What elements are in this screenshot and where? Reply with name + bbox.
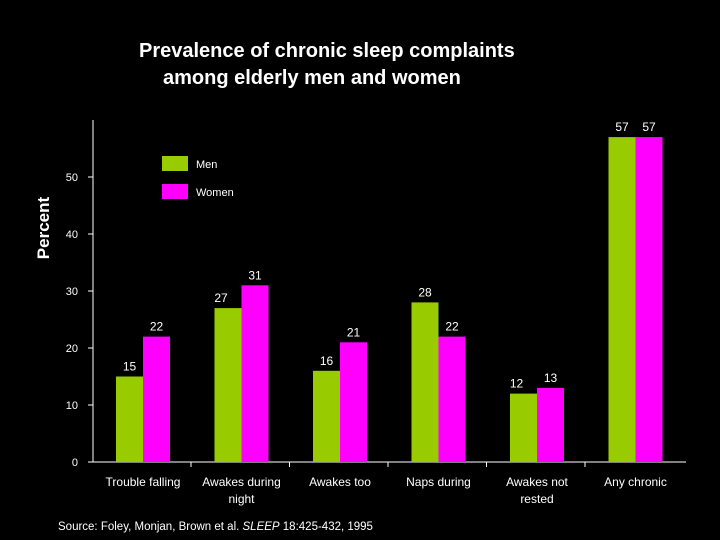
source-prefix: Source: Foley, Monjan, Brown et al. — [58, 521, 243, 533]
bar-men — [116, 376, 143, 462]
bar-men — [608, 137, 636, 462]
bar-women — [537, 387, 564, 462]
x-category-label: Any chronic — [604, 475, 667, 489]
bar-women — [438, 336, 466, 462]
bar-men — [214, 308, 242, 462]
source-journal: SLEEP — [242, 521, 280, 533]
chart-title-line2: among elderly men and women — [163, 67, 461, 89]
data-label-men: 27 — [214, 291, 228, 305]
bar-women — [143, 336, 170, 462]
data-label-men: 16 — [320, 354, 334, 368]
data-label-women: 22 — [150, 320, 164, 334]
x-category-label: Trouble falling — [106, 475, 181, 489]
x-category-label: Awakes not — [506, 475, 568, 489]
data-label-men: 28 — [418, 285, 432, 299]
data-label-men: 15 — [123, 360, 137, 374]
data-label-women: 57 — [642, 120, 656, 134]
bar-women — [635, 137, 663, 462]
x-category-label: Awakes during — [202, 475, 281, 489]
bar-men — [411, 302, 439, 462]
legend-swatch-women — [162, 184, 188, 199]
data-label-women: 13 — [544, 371, 558, 385]
x-category-label: night — [228, 492, 255, 506]
legend-swatch-men — [162, 156, 188, 171]
legend-label-women: Women — [196, 187, 234, 199]
data-label-women: 21 — [347, 325, 361, 339]
data-label-women: 22 — [445, 320, 459, 334]
data-label-women: 31 — [248, 268, 262, 282]
bar-women — [340, 342, 367, 462]
bar-women — [241, 285, 269, 462]
y-tick-label: 0 — [72, 457, 78, 469]
data-label-men: 12 — [510, 377, 524, 391]
source-citation: Source: Foley, Monjan, Brown et al. SLEE… — [58, 521, 373, 533]
chart-title: Prevalence of chronic sleep complaints a… — [0, 38, 720, 92]
x-category-label: Awakes too — [309, 475, 371, 489]
y-tick-label: 40 — [66, 229, 78, 241]
x-category-label: rested — [520, 492, 553, 506]
data-label-men: 57 — [615, 120, 629, 134]
bar-men — [313, 370, 340, 462]
y-tick-label: 20 — [66, 343, 78, 355]
y-tick-label: 10 — [66, 400, 78, 412]
y-tick-label: 30 — [66, 286, 78, 298]
source-suffix: 18:425-432, 1995 — [279, 521, 373, 533]
y-tick-label: 50 — [66, 172, 78, 184]
x-category-label: Naps during — [406, 475, 471, 489]
chart-title-line1: Prevalence of chronic sleep complaints — [139, 40, 515, 62]
legend-label-men: Men — [196, 159, 217, 171]
bar-men — [510, 393, 537, 462]
